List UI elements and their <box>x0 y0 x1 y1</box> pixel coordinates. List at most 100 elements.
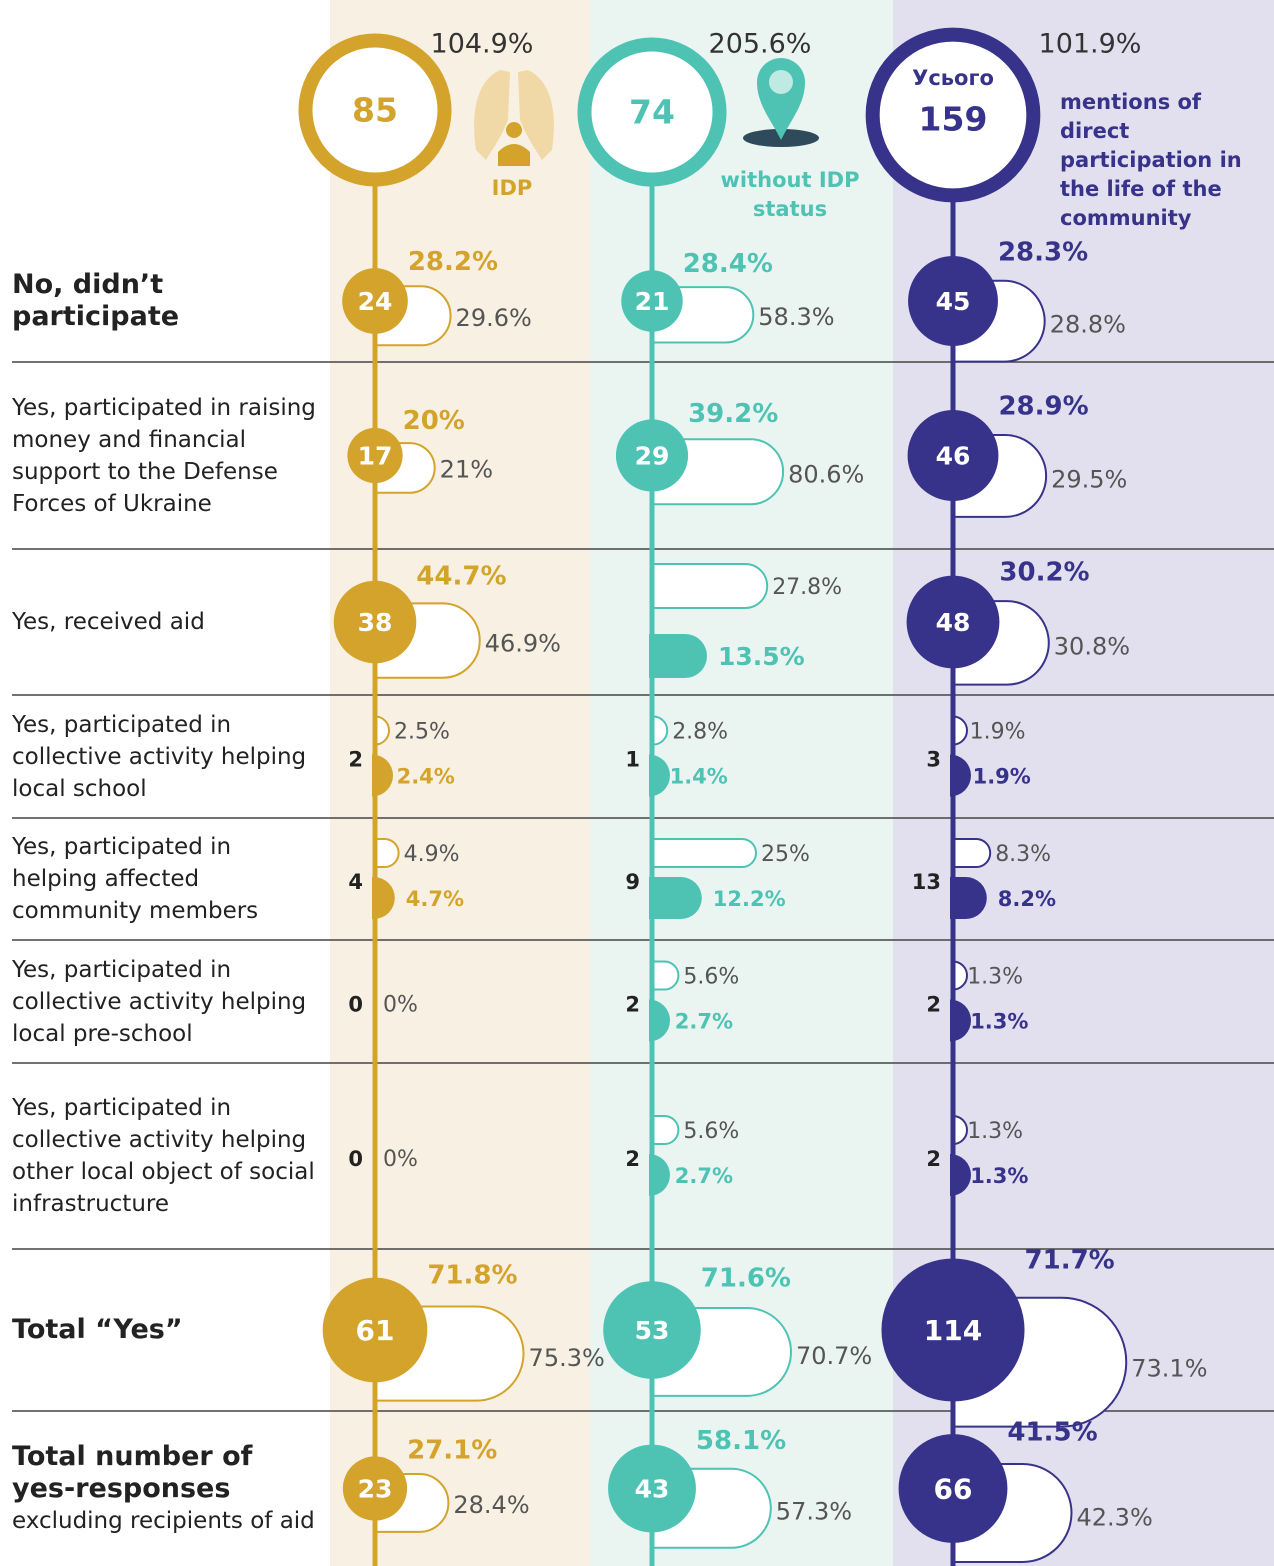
count-label: 23 <box>358 1475 393 1504</box>
person-icon <box>506 122 522 138</box>
rate-bar <box>952 838 992 868</box>
row-label-text: No, didn’t participate <box>12 269 180 332</box>
rate-label: 1.3% <box>967 1119 1023 1144</box>
count-label: 53 <box>635 1316 670 1345</box>
rate-bar <box>374 838 400 868</box>
rate-label: 73.1% <box>1131 1354 1207 1382</box>
row-label: Yes, received aid <box>12 549 317 695</box>
rate-bar <box>952 1114 968 1146</box>
count-label: 17 <box>358 442 393 471</box>
hand-icon <box>474 70 510 160</box>
share-label: 4.7% <box>406 887 464 911</box>
share-label: 13.5% <box>718 642 805 671</box>
share-label: 28.9% <box>998 392 1088 422</box>
share-label: 1.3% <box>970 1164 1028 1188</box>
count-label: 43 <box>635 1475 670 1504</box>
header-count: 85 <box>352 91 398 130</box>
share-label: 71.6% <box>701 1263 791 1293</box>
rate-bar <box>374 715 390 746</box>
rate-label: 27.8% <box>772 575 842 600</box>
count-label: 21 <box>635 287 670 316</box>
count-label: 2 <box>625 1147 640 1171</box>
rate-label: 5.6% <box>683 965 739 990</box>
rate-label: 4.9% <box>404 842 460 867</box>
count-label: 24 <box>358 287 393 316</box>
rate-label: 0% <box>383 993 418 1018</box>
header-total: 104.9% <box>431 29 534 60</box>
rate-label: 21% <box>440 456 493 484</box>
count-circle <box>615 419 689 492</box>
row-label: No, didn’t participate <box>12 240 317 362</box>
share-label: 27.1% <box>407 1435 497 1465</box>
share-label: 71.8% <box>427 1261 517 1291</box>
rate-label: 42.3% <box>1077 1503 1153 1531</box>
count-circle <box>906 575 1000 669</box>
row-label-text: Total “Yes” <box>12 1314 183 1345</box>
count-label: 45 <box>936 287 971 316</box>
count-circle <box>881 1258 1025 1402</box>
header-count: 74 <box>629 93 675 132</box>
share-label: 30.2% <box>999 557 1089 587</box>
count-label: 1 <box>625 748 640 772</box>
header-title: Усього <box>912 66 994 90</box>
rate-label: 1.3% <box>967 965 1023 990</box>
row-label: Total number of yes-responses excluding r… <box>12 1411 317 1566</box>
rate-label: 28.8% <box>1050 311 1126 339</box>
rate-label: 29.6% <box>456 304 532 332</box>
rate-label: 30.8% <box>1054 633 1130 661</box>
share-label: 58.1% <box>696 1426 786 1456</box>
rate-label: 58.3% <box>758 303 834 331</box>
rate-bar <box>651 838 757 868</box>
header-count: 159 <box>919 100 988 139</box>
count-label: 66 <box>934 1473 973 1506</box>
rate-label: 29.5% <box>1051 465 1127 493</box>
rate-label: 80.6% <box>788 460 864 488</box>
count-label: 3 <box>926 748 941 772</box>
rate-label: 75.3% <box>529 1344 605 1372</box>
share-label: 41.5% <box>1007 1417 1097 1447</box>
rate-bar <box>952 715 968 746</box>
share-label: 2.7% <box>675 1010 733 1034</box>
rate-label: 5.6% <box>683 1119 739 1144</box>
share-bar <box>372 877 395 919</box>
row-label-text: Total number of yes-responses <box>12 1440 253 1504</box>
row-label-text: Yes, participated in collective activity… <box>12 1095 315 1217</box>
share-bar <box>649 877 702 919</box>
rate-label: 0% <box>383 1147 418 1172</box>
rate-label: 70.7% <box>796 1342 872 1370</box>
count-label: 2 <box>625 993 640 1017</box>
bars <box>372 279 1127 1563</box>
count-circle <box>333 580 417 664</box>
row-label: Yes, participated in collective activity… <box>12 1063 317 1249</box>
share-label: 12.2% <box>713 887 786 911</box>
row-sublabel: excluding recipients of aid <box>12 1507 315 1534</box>
rate-label: 57.3% <box>776 1498 852 1526</box>
rate-bar <box>651 960 680 991</box>
share-label: 28.2% <box>408 247 498 277</box>
share-bar <box>950 877 987 919</box>
hand-icon <box>518 70 554 160</box>
count-label: 48 <box>936 608 971 637</box>
count-label: 0 <box>348 1147 363 1171</box>
row-label: Yes, participated in helping affected co… <box>12 818 317 940</box>
column-note: mentions of direct participation in the … <box>1060 90 1242 230</box>
share-label: 28.3% <box>998 238 1088 268</box>
count-label: 4 <box>348 870 363 894</box>
count-label: 2 <box>926 1147 941 1171</box>
count-label: 114 <box>924 1314 982 1347</box>
share-label: 1.3% <box>970 1010 1028 1034</box>
rate-bar <box>651 563 769 609</box>
count-label: 46 <box>936 442 971 471</box>
count-label: 0 <box>348 993 363 1017</box>
count-circle <box>621 270 683 332</box>
rate-bar <box>952 960 968 991</box>
rate-label: 46.9% <box>485 630 561 658</box>
share-label: 44.7% <box>416 561 506 591</box>
count-circle <box>608 1444 696 1533</box>
count-label: 29 <box>635 442 670 471</box>
share-label: 71.7% <box>1025 1245 1115 1275</box>
column-label: IDP <box>491 176 533 200</box>
pin-hole <box>769 70 793 94</box>
